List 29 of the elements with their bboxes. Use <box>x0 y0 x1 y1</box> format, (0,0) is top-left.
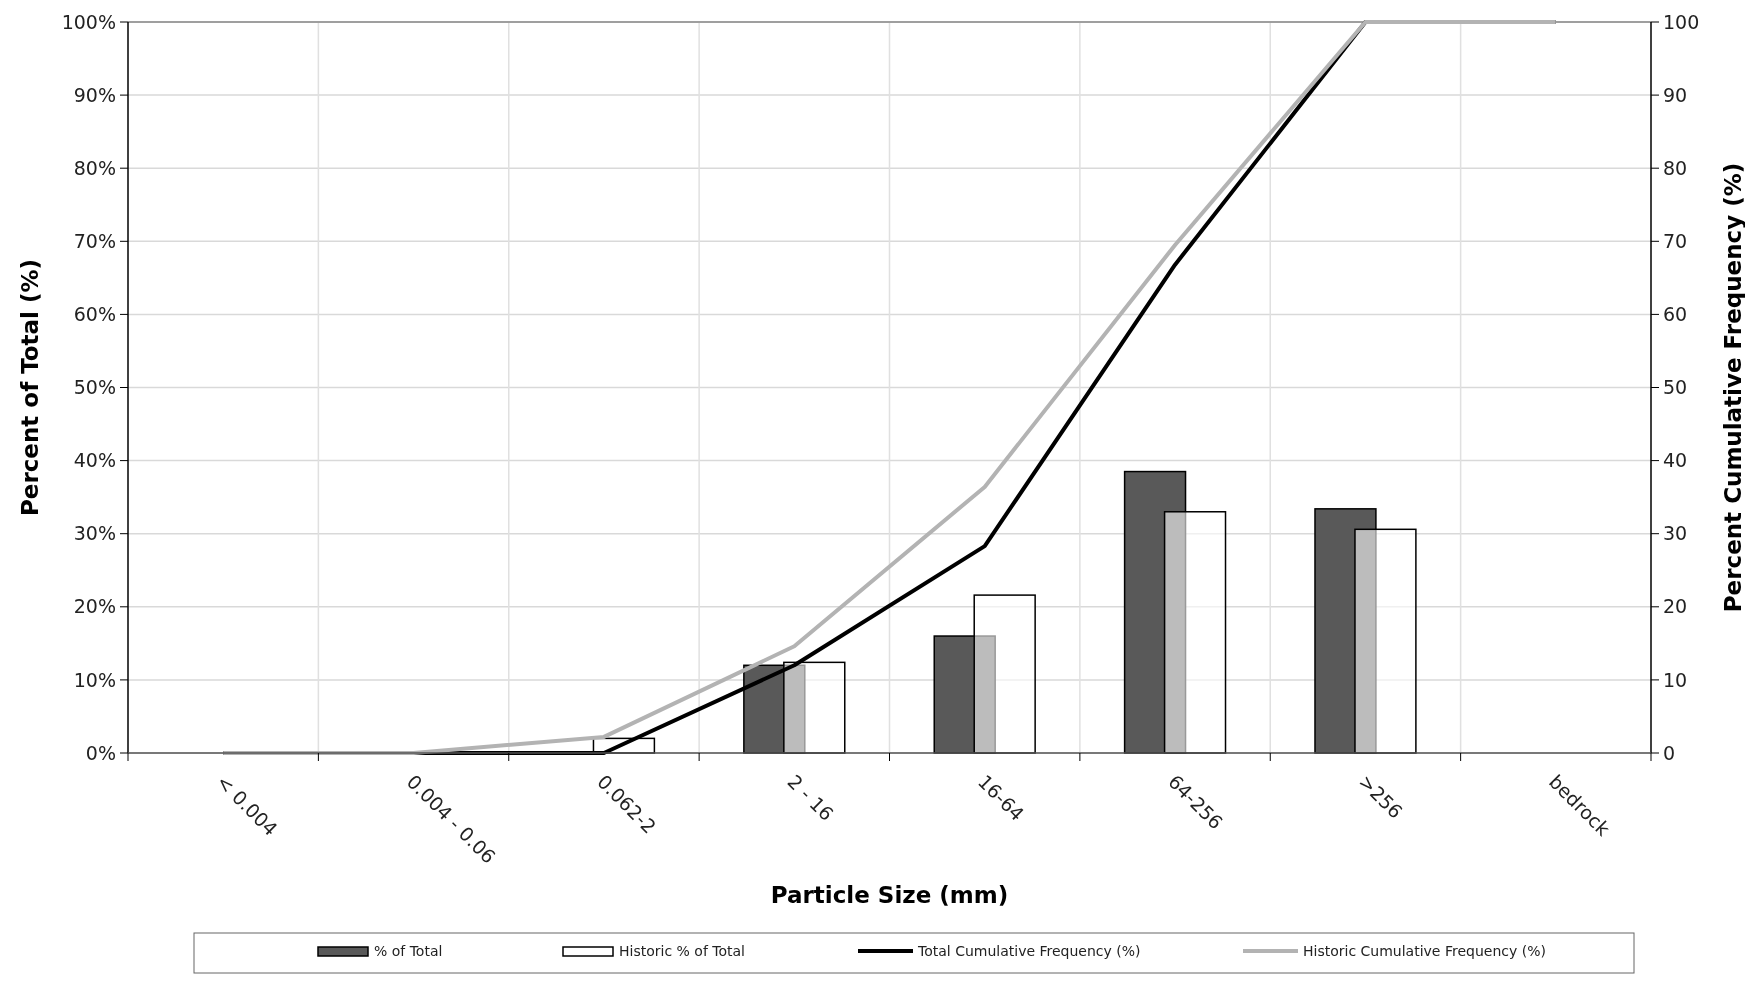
legend-label: Total Cumulative Frequency (%) <box>917 942 1141 959</box>
y2-tick-label: 0 <box>1663 741 1676 764</box>
y-tick-label: 100% <box>61 10 116 33</box>
y2-tick-label: 30 <box>1663 522 1688 545</box>
y-tick-label: 90% <box>73 83 116 106</box>
x-tick-label: 2 - 16 <box>783 770 839 825</box>
y2-tick-label: 60 <box>1663 303 1688 326</box>
y-tick-label: 70% <box>73 229 116 252</box>
legend-label: Historic Cumulative Frequency (%) <box>1303 942 1546 959</box>
y2-tick-label: 90 <box>1663 83 1688 106</box>
y-tick-label: 30% <box>73 522 116 545</box>
x-axis-title: Particle Size (mm) <box>770 882 1009 908</box>
y-tick-label: 60% <box>73 303 116 326</box>
y2-tick-label: 40 <box>1663 449 1688 472</box>
y-tick-label: 80% <box>73 156 116 179</box>
y2-tick-label: 20 <box>1663 595 1688 618</box>
y2-tick-label: 100 <box>1663 10 1700 33</box>
y2-tick-label: 80 <box>1663 156 1688 179</box>
y-tick-label: 10% <box>73 668 116 691</box>
legend-label: Historic % of Total <box>619 942 745 959</box>
y-tick-label: 0% <box>85 741 116 764</box>
y-tick-label: 50% <box>73 376 116 399</box>
y-tick-label: 20% <box>73 595 116 618</box>
y2-tick-label: 50 <box>1663 376 1688 399</box>
legend-label: % of Total <box>374 942 443 959</box>
y2-tick-label: 70 <box>1663 229 1688 252</box>
y-tick-label: 40% <box>73 449 116 472</box>
y-axis-title: Percent of Total (%) <box>17 258 43 517</box>
y2-tick-label: 10 <box>1663 668 1688 691</box>
